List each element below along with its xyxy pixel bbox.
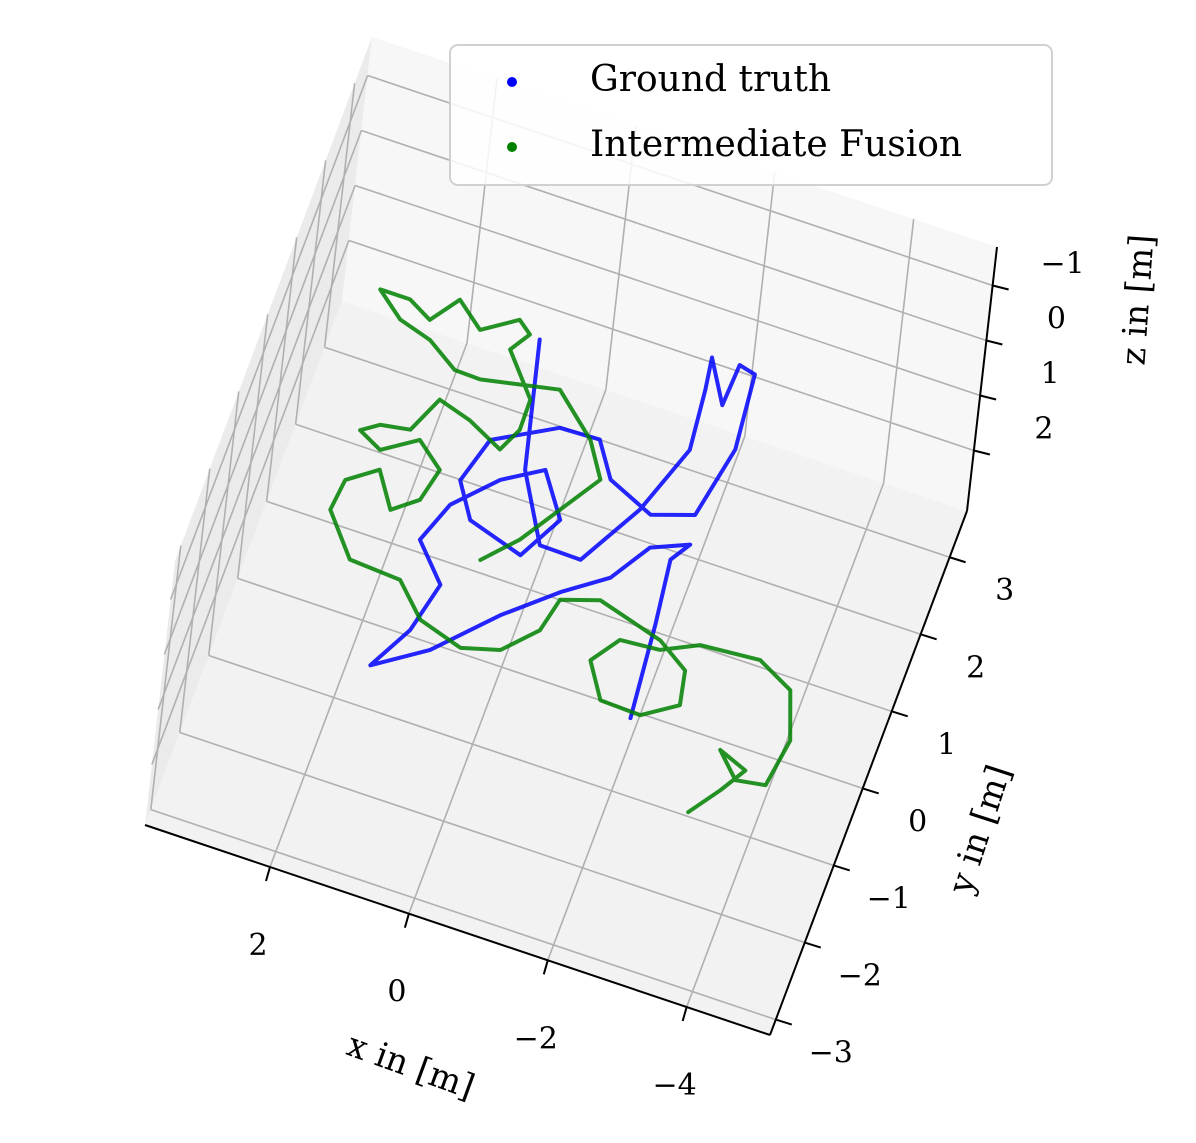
grid — [149, 74, 993, 1021]
tick-label: −2 — [514, 1021, 558, 1056]
grid-line — [324, 346, 950, 558]
tick-mark — [949, 556, 966, 564]
tick-mark — [265, 866, 271, 882]
tick-mark — [986, 339, 1003, 346]
grid-line — [236, 314, 269, 579]
grid-line — [323, 83, 356, 348]
floor-pane — [145, 301, 967, 1035]
grid-line — [150, 808, 777, 1021]
tick-label: −3 — [809, 1036, 853, 1071]
tick-label: 2 — [966, 650, 985, 685]
grid-line — [265, 237, 298, 502]
grid-line — [294, 160, 327, 425]
tick-label: 1 — [1041, 357, 1060, 392]
tick-label: 2 — [248, 928, 267, 963]
grid-line — [685, 482, 885, 1008]
tick-label: −4 — [653, 1068, 697, 1103]
legend-marker — [507, 142, 517, 152]
trajectory — [368, 337, 757, 721]
tick-mark — [542, 960, 549, 975]
legend-box — [449, 44, 1053, 186]
grid-line — [354, 184, 981, 397]
x-axis-label: x in [m] — [342, 1025, 480, 1108]
grid-line — [269, 342, 468, 868]
tick-label: −1 — [867, 881, 911, 916]
tick-mark — [891, 710, 908, 718]
z-axis-label: z in [m] — [1113, 233, 1162, 367]
legend: Ground truth Intermediate Fusion — [449, 44, 1053, 186]
tick-mark — [973, 449, 991, 456]
grid-line — [266, 500, 892, 713]
tick-mark — [403, 913, 410, 928]
grid-line — [149, 545, 182, 810]
tick-label: −2 — [838, 959, 882, 994]
grid-line — [348, 239, 975, 452]
tick-mark — [992, 284, 1009, 291]
tick-label: 3 — [995, 573, 1014, 608]
tick-label: 0 — [908, 804, 927, 839]
tick-mark — [979, 394, 997, 401]
grid-line — [547, 436, 746, 961]
grid-line — [208, 654, 834, 867]
tick-label: 1 — [937, 727, 956, 762]
tick-mark — [862, 787, 880, 795]
legend-label: Ground truth — [590, 59, 831, 100]
z-axis-line — [966, 246, 998, 512]
trajectory — [328, 287, 793, 815]
axes: 2 0 −2 −4 −3 −2 −1 0 1 2 3 −1 0 1 2 — [144, 246, 1085, 1103]
grid-line — [295, 423, 921, 636]
tick-label: 2 — [1034, 412, 1053, 447]
grid-line — [237, 577, 863, 790]
tick-mark — [775, 1018, 793, 1026]
grid-line — [157, 185, 356, 710]
tick-label: 0 — [1047, 302, 1066, 337]
side-pane — [145, 37, 372, 825]
grid-line — [179, 731, 806, 944]
tick-label: −1 — [1041, 247, 1085, 282]
legend-marker — [507, 77, 517, 87]
grid-line — [408, 389, 607, 914]
grid-line — [151, 240, 350, 765]
tick-mark — [804, 941, 822, 949]
y-axis-label: y in [m] — [940, 760, 1019, 899]
data — [328, 287, 793, 815]
grid-line — [882, 218, 915, 484]
legend-label: Intermediate Fusion — [590, 124, 962, 165]
grid-line — [169, 75, 369, 600]
grid-line — [178, 468, 211, 733]
grid-line — [163, 130, 363, 655]
tick-mark — [681, 1006, 688, 1022]
grid-line — [207, 391, 240, 656]
tick-mark — [833, 864, 851, 872]
y-axis-line — [769, 510, 968, 1036]
tick-mark — [920, 633, 937, 641]
x-axis-line — [144, 824, 771, 1036]
tick-label: 0 — [387, 975, 406, 1010]
